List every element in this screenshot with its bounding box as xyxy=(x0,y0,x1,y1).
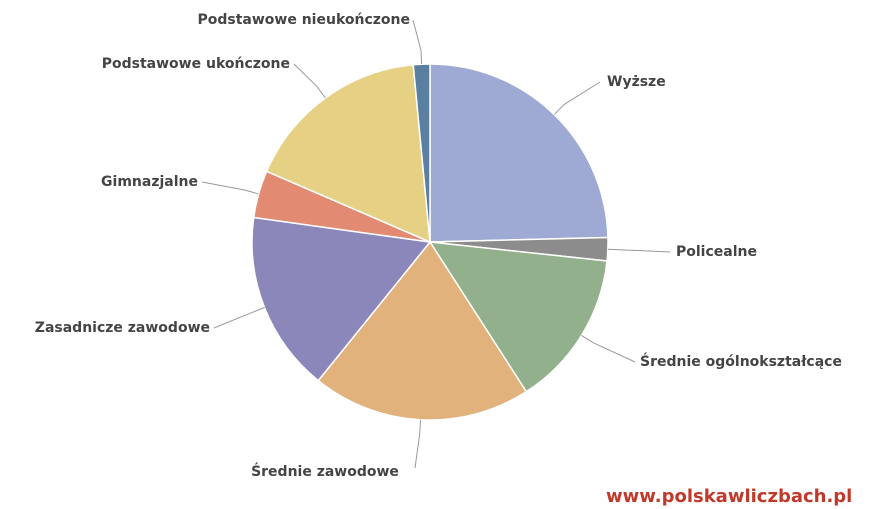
pie-slice xyxy=(265,63,431,244)
leader-line xyxy=(213,307,265,329)
slice-label: Policealne xyxy=(676,244,757,260)
leader-line xyxy=(607,248,671,253)
slice-label: Średnie zawodowe xyxy=(251,462,399,480)
pie-slice xyxy=(412,63,431,243)
slice-label: Podstawowe ukończone xyxy=(102,56,290,72)
leader-line xyxy=(412,19,423,65)
source: www.polskawliczbach.pl xyxy=(606,486,852,507)
slice-label: Podstawowe nieukończone xyxy=(197,12,410,28)
pie-slice xyxy=(428,241,608,393)
slice-label: Zasadnicze zawodowe xyxy=(35,320,210,336)
leader-line xyxy=(201,181,259,195)
leader-line xyxy=(553,81,601,115)
pie-slice xyxy=(429,63,609,243)
pie-slice xyxy=(251,216,432,382)
leader-line xyxy=(293,63,326,99)
leader-line xyxy=(414,419,421,469)
slice-label: Średnie ogólnokształcące xyxy=(640,352,842,370)
slice-label: Gimnazjalne xyxy=(101,174,198,190)
pie-slice xyxy=(317,240,528,421)
slice-label: Wyższe xyxy=(607,74,666,90)
leader-line xyxy=(581,335,636,363)
